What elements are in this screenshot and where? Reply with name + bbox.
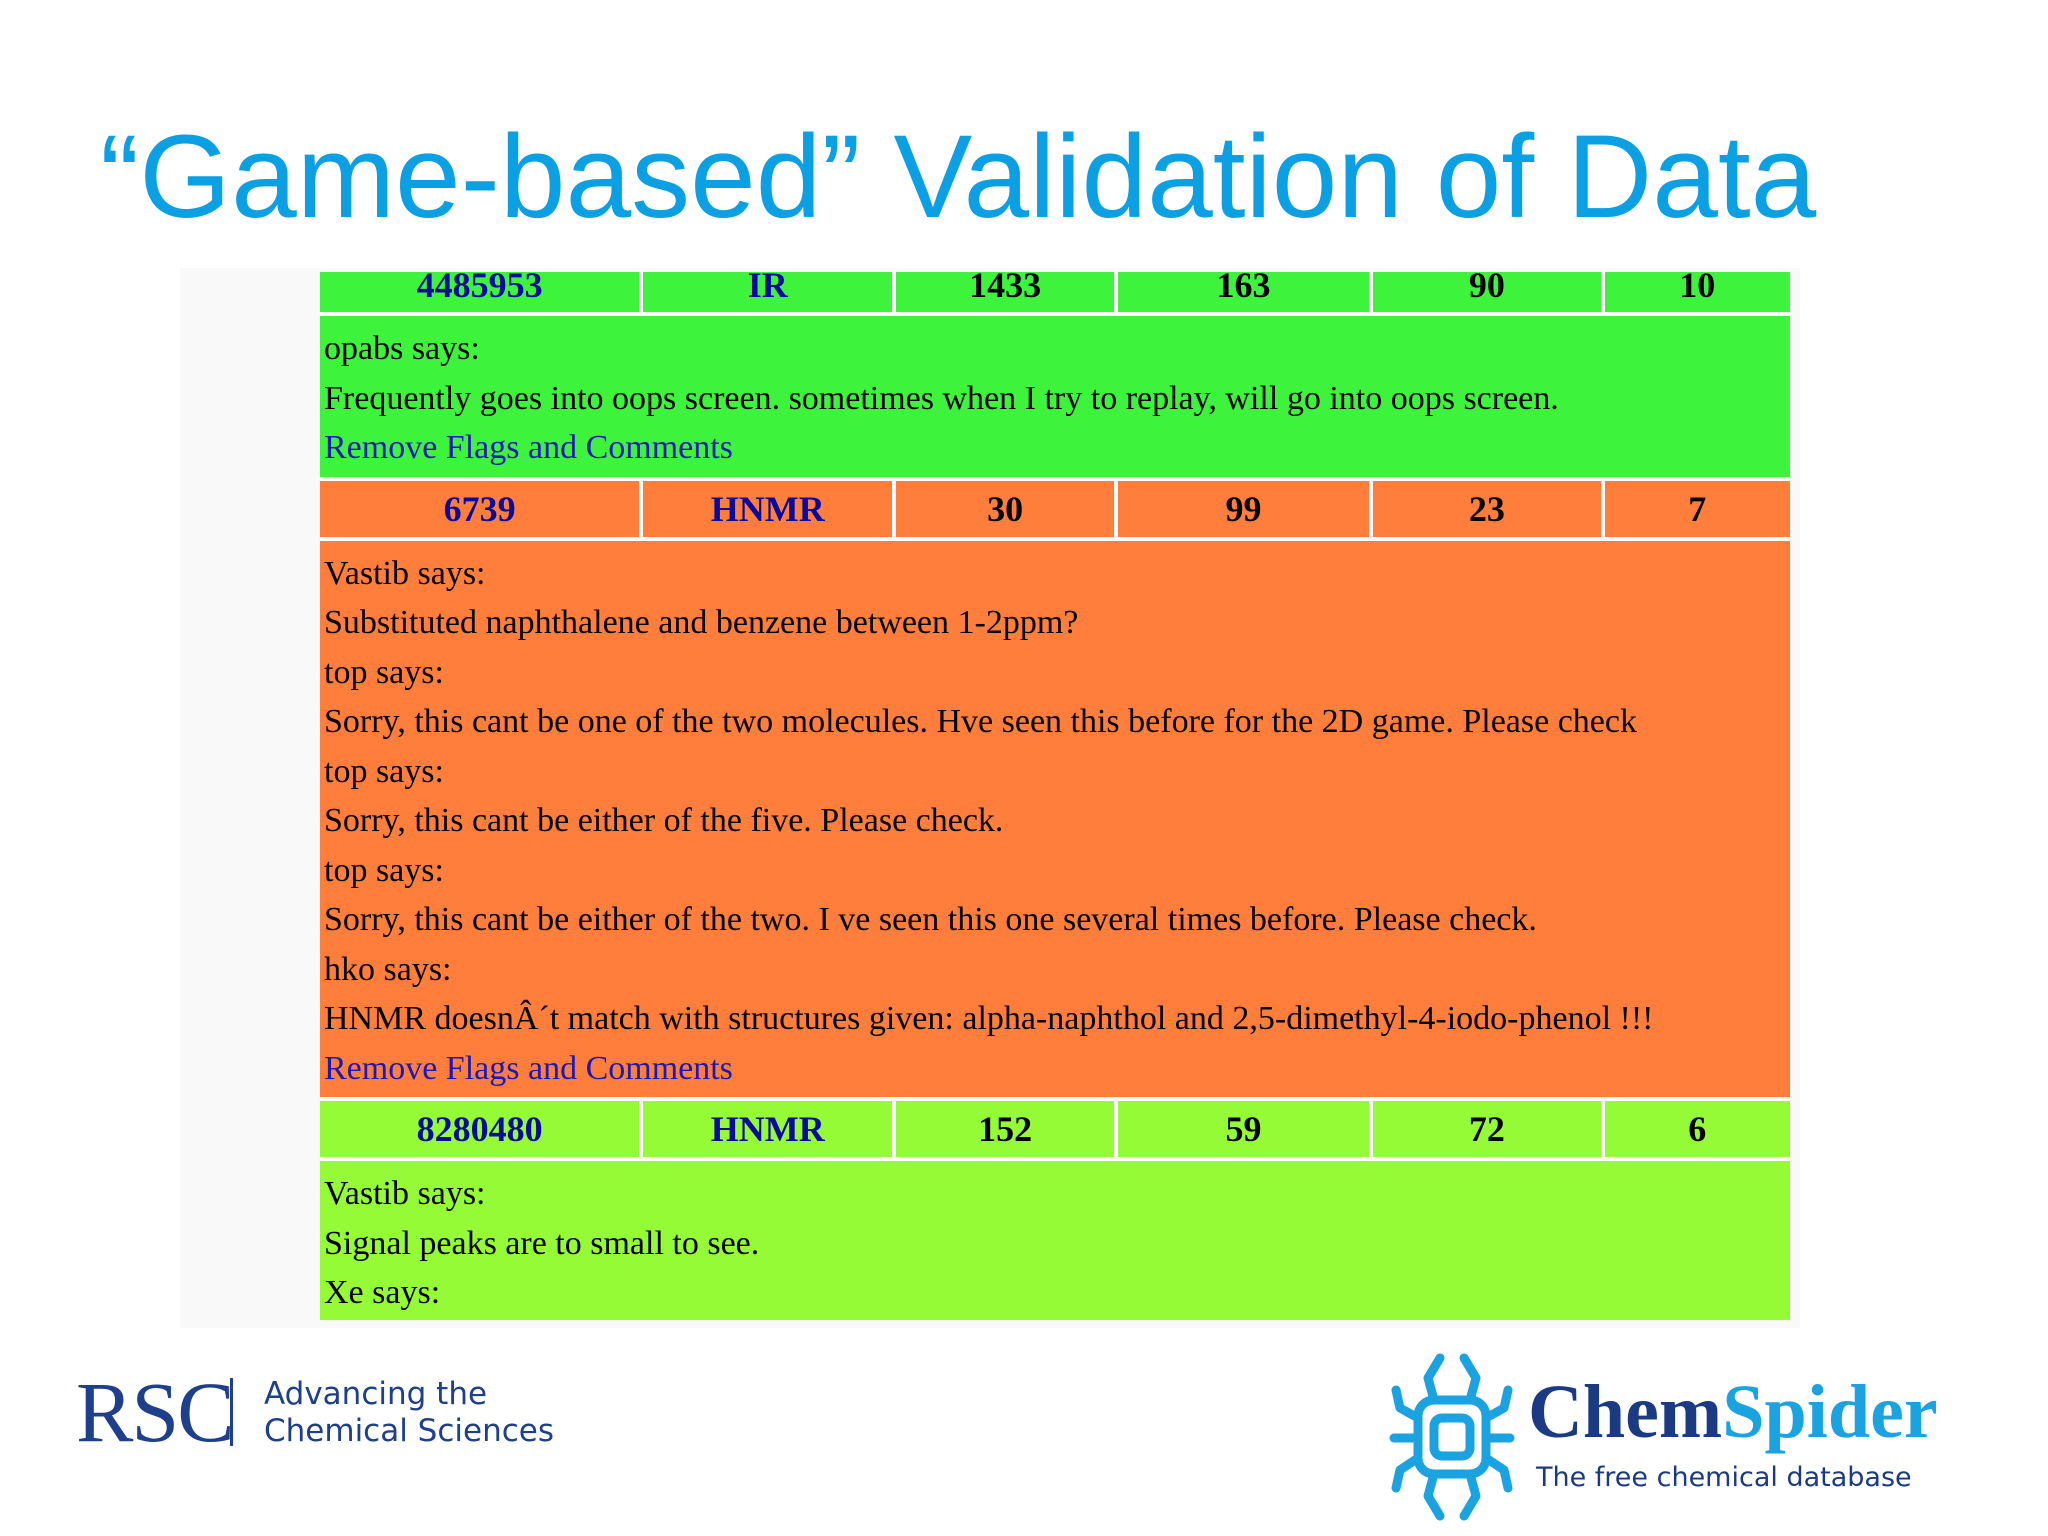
table-cell: 6 (1604, 1101, 1790, 1157)
table-cell: 30 (896, 480, 1114, 537)
table-cell: 7 (1604, 480, 1790, 537)
comment-author: top says: (324, 752, 444, 790)
comment-text: Sorry, this cant be either of the two. I… (324, 901, 1537, 938)
table-cell: 23 (1373, 480, 1601, 537)
rsc-wordmark: RSC (76, 1364, 235, 1460)
table-cell: 59 (1117, 1101, 1370, 1157)
record-id-link[interactable]: 8280480 (320, 1101, 640, 1157)
remove-flags-link[interactable]: Remove Flags and Comments (324, 429, 733, 466)
record-row-1: 4485953 IR 1433 163 90 10 (320, 272, 1790, 312)
record-row-2: 6739 HNMR 30 99 23 7 (320, 480, 1790, 537)
record-id-link[interactable]: 4485953 (320, 272, 640, 312)
comment-text: Sorry, this cant be one of the two molec… (324, 703, 1637, 740)
table-cell: 72 (1373, 1101, 1601, 1157)
rsc-tagline-line-2: Chemical Sciences (264, 1413, 555, 1449)
spectrum-type-link[interactable]: IR (643, 272, 893, 312)
slide-title: “Game-based” Validation of Data (100, 111, 1817, 243)
rsc-tagline: Advancing the Chemical Sciences (264, 1376, 554, 1450)
comment-author: hko says: (324, 950, 452, 988)
table-cell: 163 (1117, 272, 1370, 312)
record-id-link[interactable]: 6739 (320, 480, 640, 537)
comment-author: Xe says: (324, 1274, 441, 1311)
comments-block-1: opabs says: Frequently goes into oops sc… (320, 316, 1790, 477)
spider-icon (1389, 1353, 1515, 1521)
comment-author: top says: (324, 653, 444, 691)
comment-text: Substituted naphthalene and benzene betw… (324, 604, 1079, 641)
table-cell: 10 (1604, 272, 1790, 312)
chemspider-subtitle: The free chemical database (1536, 1462, 1912, 1493)
comment-author: top says: (324, 851, 444, 889)
comments-block-3: Vastib says: Signal peaks are to small t… (320, 1161, 1790, 1320)
record-row-3: 8280480 HNMR 152 59 72 6 (320, 1101, 1790, 1157)
chemspider-wordmark: ChemSpider (1528, 1370, 1938, 1454)
comment-text: Signal peaks are to small to see. (324, 1224, 760, 1262)
remove-flags-link[interactable]: Remove Flags and Comments (324, 1049, 733, 1087)
spectrum-type-link[interactable]: HNMR (643, 480, 893, 537)
chemspider-wordmark-spider: Spider (1722, 1370, 1938, 1454)
comment-author: opabs says: (324, 330, 480, 367)
chemspider-wordmark-chem: Chem (1528, 1370, 1723, 1454)
comment-author: Vastib says: (324, 1175, 486, 1212)
comment-text: Frequently goes into oops screen. someti… (324, 379, 1559, 417)
comment-text: Sorry, this cant be either of the five. … (324, 802, 1004, 839)
comment-text: HNMR doesnÂ´t match with structures give… (324, 1000, 1654, 1037)
table-cell: 1433 (896, 272, 1114, 312)
comment-author: Vastib says: (324, 554, 486, 592)
rsc-divider (230, 1378, 233, 1446)
comments-block-2: Vastib says: Substituted naphthalene and… (320, 540, 1790, 1097)
table-cell: 90 (1373, 272, 1601, 312)
spectrum-type-link[interactable]: HNMR (643, 1101, 893, 1157)
table-cell: 152 (896, 1101, 1114, 1157)
rsc-tagline-line-1: Advancing the (264, 1376, 488, 1412)
table-cell: 99 (1117, 480, 1370, 537)
validation-table-screenshot: 4485953 IR 1433 163 90 10 opabs says: Fr… (320, 272, 1790, 1320)
